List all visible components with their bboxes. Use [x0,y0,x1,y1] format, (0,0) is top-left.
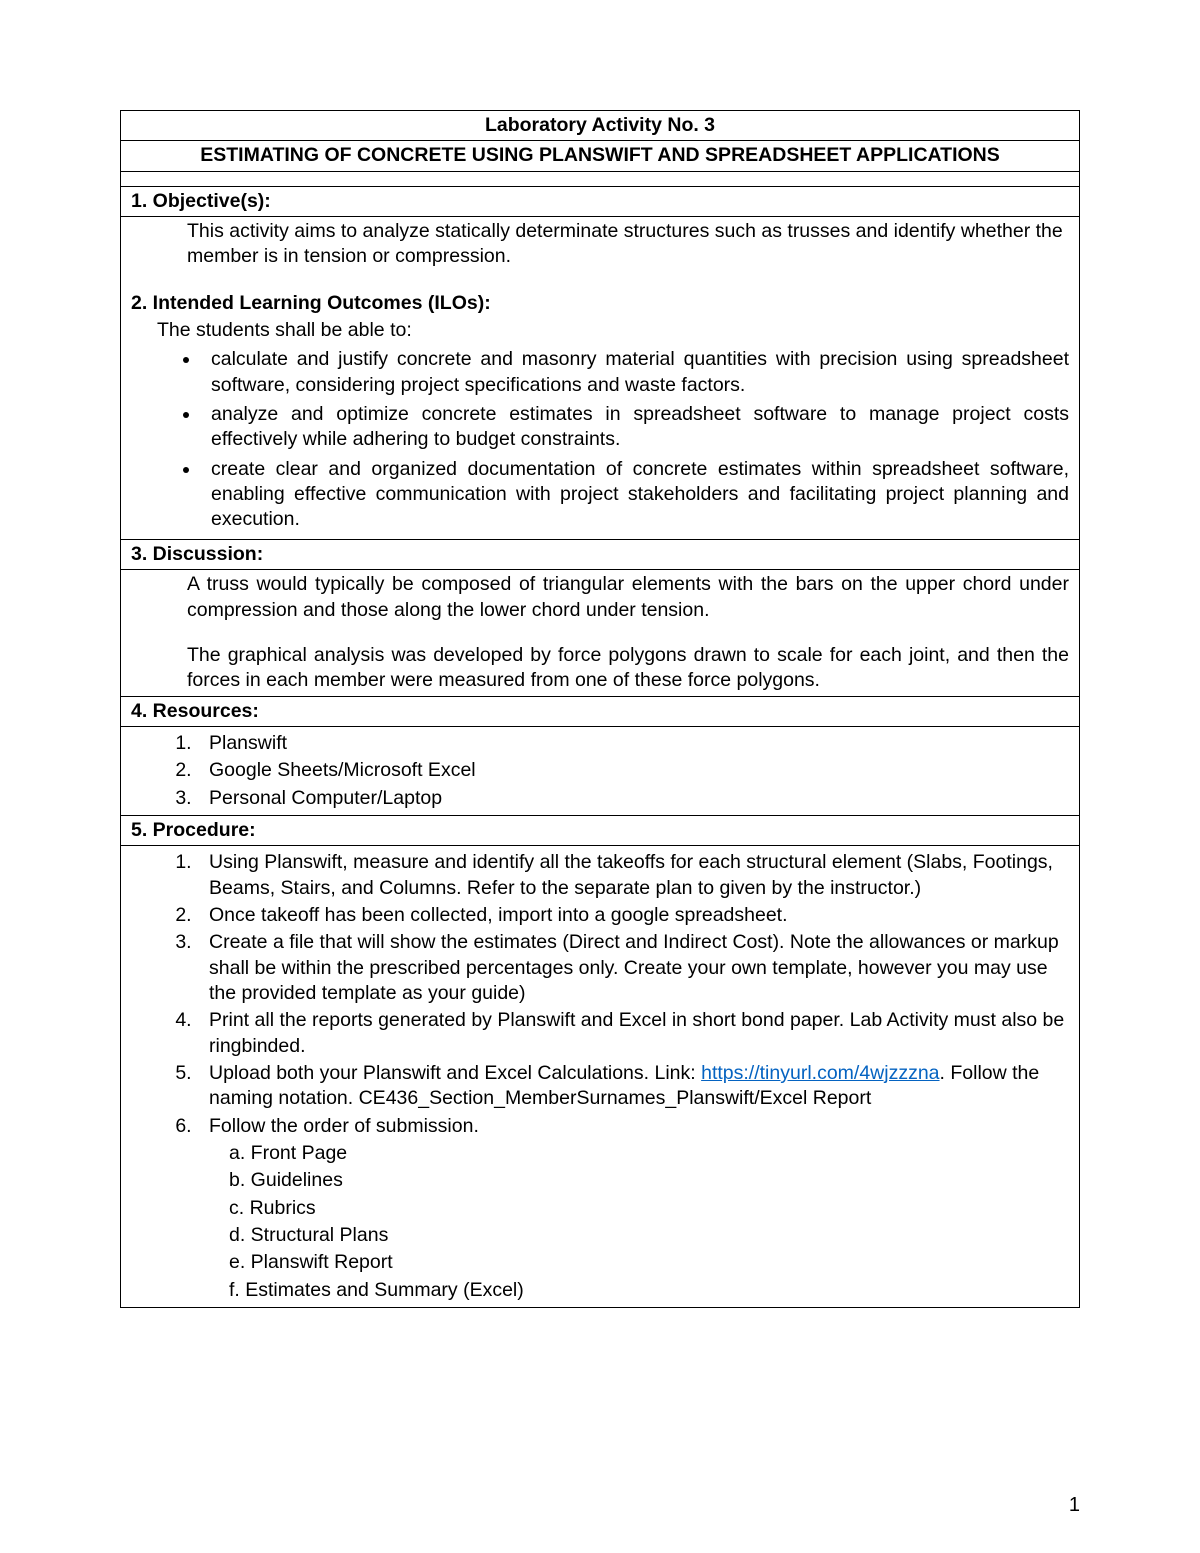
ilos-item: calculate and justify concrete and mason… [201,347,1069,398]
objectives-heading: 1. Objective(s): [121,186,1080,216]
procedure-item: Once takeoff has been collected, import … [197,903,1069,928]
procedure-item5-prefix: Upload both your Planswift and Excel Cal… [209,1062,701,1084]
resources-item: Personal Computer/Laptop [197,786,1069,811]
upload-link[interactable]: https://tinyurl.com/4wjzzzna [701,1062,939,1084]
resources-item: Google Sheets/Microsoft Excel [197,758,1069,783]
discussion-para1: A truss would typically be composed of t… [131,572,1069,623]
document-table: Laboratory Activity No. 3 ESTIMATING OF … [120,110,1080,1308]
procedure-item: Using Planswift, measure and identify al… [197,850,1069,901]
submission-subitem: f. Estimates and Summary (Excel) [229,1278,1069,1303]
procedure-list: Using Planswift, measure and identify al… [131,850,1069,1303]
blank-row [121,171,1080,186]
discussion-body: A truss would typically be composed of t… [121,570,1080,696]
resources-body: Planswift Google Sheets/Microsoft Excel … [121,726,1080,815]
objectives-body: This activity aims to analyze statically… [121,217,1080,540]
submission-subitem: e. Planswift Report [229,1250,1069,1275]
resources-list: Planswift Google Sheets/Microsoft Excel … [131,731,1069,811]
resources-item: Planswift [197,731,1069,756]
procedure-item6-text: Follow the order of submission. [209,1115,479,1137]
resources-heading: 4. Resources: [121,696,1080,726]
procedure-item-link: Upload both your Planswift and Excel Cal… [197,1061,1069,1112]
ilos-intro: The students shall be able to: [131,318,1069,343]
discussion-para2: The graphical analysis was developed by … [131,643,1069,694]
submission-subitem: c. Rubrics [229,1196,1069,1221]
page-number: 1 [1069,1494,1080,1517]
procedure-body: Using Planswift, measure and identify al… [121,846,1080,1308]
objectives-text: This activity aims to analyze statically… [131,219,1069,270]
submission-order-list: a. Front Page b. Guidelines c. Rubrics d… [209,1141,1069,1303]
discussion-heading: 3. Discussion: [121,539,1080,569]
procedure-item: Print all the reports generated by Plans… [197,1008,1069,1059]
procedure-item: Create a file that will show the estimat… [197,930,1069,1006]
lab-title: Laboratory Activity No. 3 [121,111,1080,141]
ilos-item: analyze and optimize concrete estimates … [201,402,1069,453]
procedure-item: Follow the order of submission. a. Front… [197,1114,1069,1303]
submission-subitem: b. Guidelines [229,1168,1069,1193]
submission-subitem: a. Front Page [229,1141,1069,1166]
page: Laboratory Activity No. 3 ESTIMATING OF … [0,0,1200,1553]
lab-subtitle: ESTIMATING OF CONCRETE USING PLANSWIFT A… [121,141,1080,171]
procedure-heading: 5. Procedure: [121,815,1080,845]
ilos-list: calculate and justify concrete and mason… [131,347,1069,532]
ilos-heading: 2. Intended Learning Outcomes (ILOs): [131,288,1069,318]
ilos-item: create clear and organized documentation… [201,457,1069,533]
submission-subitem: d. Structural Plans [229,1223,1069,1248]
